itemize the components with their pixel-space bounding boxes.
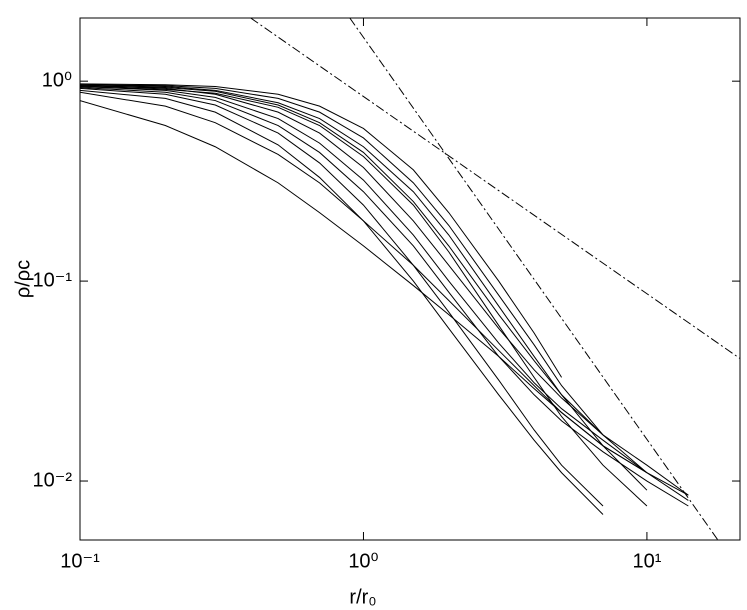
data-line (80, 91, 689, 496)
data-line (80, 89, 604, 515)
reference-line (349, 18, 719, 540)
data-line (80, 100, 648, 474)
x-tick-label: 10⁻¹ (60, 550, 100, 572)
reference-line (250, 18, 740, 359)
data-line (80, 85, 689, 496)
x-axis-label: r/r₀ (349, 586, 376, 608)
x-tick-label: 10⁰ (348, 550, 378, 572)
data-line (80, 85, 648, 474)
y-axis-label: ρ/ρc (12, 260, 34, 298)
x-tick-label: 10¹ (632, 550, 661, 572)
data-line (80, 84, 648, 491)
y-tick-label: 10⁻² (33, 469, 73, 491)
y-tick-label: 10⁻¹ (33, 269, 73, 291)
data-line (80, 87, 604, 507)
plot-frame (79, 17, 741, 541)
data-line (80, 86, 648, 507)
y-tick-label: 10⁰ (42, 69, 72, 91)
data-line (80, 84, 604, 436)
data-line (80, 83, 563, 378)
data-line (80, 86, 689, 507)
data-line (80, 86, 689, 501)
